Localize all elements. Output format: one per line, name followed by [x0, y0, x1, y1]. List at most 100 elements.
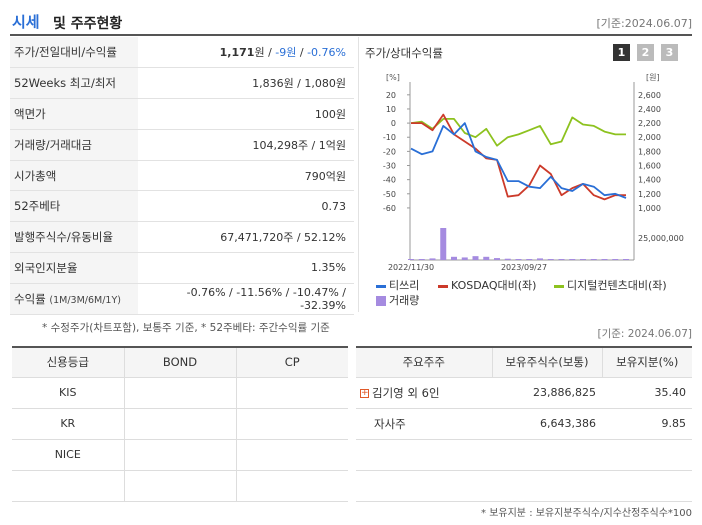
mcap-label: 시가총액 — [10, 160, 138, 192]
volume-bar — [483, 256, 490, 260]
legend-item-volume: 거래량 — [376, 292, 419, 308]
table-row: 외국인지분율 1.35% — [10, 252, 354, 284]
legend-label: 디지털컨텐츠대비(좌) — [567, 279, 667, 292]
return-3m: -11.56% — [236, 285, 283, 299]
separator: / — [225, 285, 237, 299]
y-tick-label-left: 0 — [391, 119, 396, 128]
volume-bar — [537, 258, 543, 260]
y-tick-label-right: 2,200 — [638, 119, 661, 128]
cp-cell — [235, 470, 348, 502]
return-periods: (1M/3M/6M/1Y) — [49, 294, 121, 306]
legend-item-kosdaq: KOSDAQ대비(좌) — [438, 277, 536, 293]
y-tick-label-right: 2,000 — [638, 133, 661, 142]
price-change: -9원 — [275, 46, 297, 60]
credit-rating-table: 신용등급 BOND CP KIS KR NICE — [12, 346, 348, 502]
table-row: 발행주식수/유동비율 67,471,720주 / 52.12% — [10, 221, 354, 254]
holder-shares — [492, 470, 602, 502]
table-header-row: 주요주주 보유주식수(보통) 보유지분(%) — [356, 347, 692, 378]
return-label-text: 수익률 — [14, 291, 46, 306]
volume-bar — [440, 228, 447, 260]
table-row — [356, 470, 692, 502]
legend-swatch — [376, 296, 386, 306]
volume-bar — [472, 256, 479, 260]
table-row: 액면가 100원 — [10, 98, 354, 130]
mcap-value: 790억원 — [138, 160, 354, 192]
legend-item-digital: 디지털컨텐츠대비(좌) — [554, 277, 667, 293]
header-divider — [10, 34, 692, 36]
section-title-sub: 및 주주현황 — [53, 16, 123, 32]
volume-bar — [558, 259, 565, 260]
chart-tab-1[interactable]: 1 — [613, 44, 630, 61]
return-1y: -32.39% — [300, 298, 346, 312]
legend-line — [554, 284, 564, 288]
table-row — [12, 470, 348, 502]
column-header: CP — [235, 347, 348, 378]
table-row: + 김기영 외 6인 23,886,825 35.40 — [356, 377, 692, 409]
chart-tab-2[interactable]: 2 — [637, 44, 654, 61]
legend-line — [376, 284, 386, 288]
table-row: NICE — [12, 439, 348, 471]
y-tick-label-left: 20 — [386, 91, 396, 100]
table-row: 시가총액 790억원 — [10, 160, 354, 192]
y-tick-label-left: 10 — [386, 105, 396, 114]
y-tick-label-right: 1,800 — [638, 147, 661, 156]
y-tick-label-left: -10 — [383, 133, 396, 142]
volume-bar — [526, 259, 533, 260]
y-tick-label-right: 1,000 — [638, 204, 661, 213]
legend-item-tisseuri: 티쓰리 — [376, 277, 419, 293]
foreign-label: 외국인지분율 — [10, 252, 138, 284]
holder-shares: 23,886,825 — [492, 377, 602, 409]
column-header: 보유지분(%) — [601, 347, 692, 378]
y-tick-label-right: 2,600 — [638, 91, 661, 100]
volume-bar — [461, 257, 468, 260]
agency-cell: KR — [12, 408, 124, 440]
holder-name-text: 김기영 외 6인 — [372, 385, 440, 400]
separator: / — [338, 285, 346, 299]
legend-label: 거래량 — [389, 294, 420, 307]
volume-bar — [504, 258, 511, 260]
volume-label: 거래량/거래대금 — [10, 129, 138, 161]
volume-bar — [612, 259, 619, 260]
chart-title: 주가/상대수익률 — [365, 46, 443, 60]
holder-pct: 35.40 — [602, 377, 692, 409]
chart-panel: 주가/상대수익률 1 2 3 — [358, 37, 692, 312]
bond-cell — [123, 408, 236, 440]
chart-tab-3[interactable]: 3 — [661, 44, 678, 61]
table-row: 자사주 6,643,386 9.85 — [356, 408, 692, 440]
holders-reference-date: [기준: 2024.06.07] — [597, 328, 692, 340]
legend-label: KOSDAQ대비(좌) — [451, 279, 537, 292]
y-tick-label-right: 1,200 — [638, 190, 661, 199]
left-axis-unit: [%] — [386, 73, 400, 82]
right-axis-unit: [원] — [646, 73, 660, 82]
section-header: 시세 및 주주현황 [기준:2024.06.07] — [10, 8, 692, 34]
volume-bar — [590, 259, 597, 260]
y-tick-label-left: -20 — [383, 147, 396, 156]
shares-value: 67,471,720주 / 52.12% — [138, 221, 354, 254]
relative-return-chart: [%] [원] 20 10 0 -10 -20 -30 -40 -50 -60 2,600 2,400 2… — [383, 73, 684, 272]
table-header-row: 신용등급 BOND CP — [12, 347, 348, 378]
beta-label: 52주베타 — [10, 190, 138, 223]
separator: / — [282, 285, 293, 299]
agency-cell: KIS — [12, 377, 124, 409]
major-shareholders-table: 주요주주 보유주식수(보통) 보유지분(%) + 김기영 외 6인 23,886,… — [356, 346, 692, 502]
volume-bar — [601, 259, 608, 260]
volume-bar — [494, 258, 500, 260]
cp-cell — [235, 439, 348, 471]
y-tick-label-left: -50 — [383, 190, 396, 199]
bond-cell — [123, 439, 236, 471]
table-row — [356, 439, 692, 471]
series-line-digital — [410, 116, 626, 147]
y-tick-label-right: 2,400 — [638, 105, 661, 114]
volume-bar — [408, 259, 414, 260]
y-tick-label-right: 1,400 — [638, 176, 661, 185]
return-1m: -0.76% — [186, 285, 226, 299]
holder-name — [356, 470, 492, 502]
stock-info-table: 주가/전일대비/수익률 1,171원 / -9원 / -0.76% 52Week… — [10, 37, 354, 315]
holder-name[interactable]: + 김기영 외 6인 — [356, 377, 492, 409]
column-header: BOND — [123, 347, 236, 378]
expand-plus-icon[interactable]: + — [360, 387, 369, 398]
legend-label: 티쓰리 — [389, 279, 420, 292]
table-row: KIS — [12, 377, 348, 409]
legend-line — [438, 284, 448, 288]
won-unit: 원 — [254, 46, 265, 60]
